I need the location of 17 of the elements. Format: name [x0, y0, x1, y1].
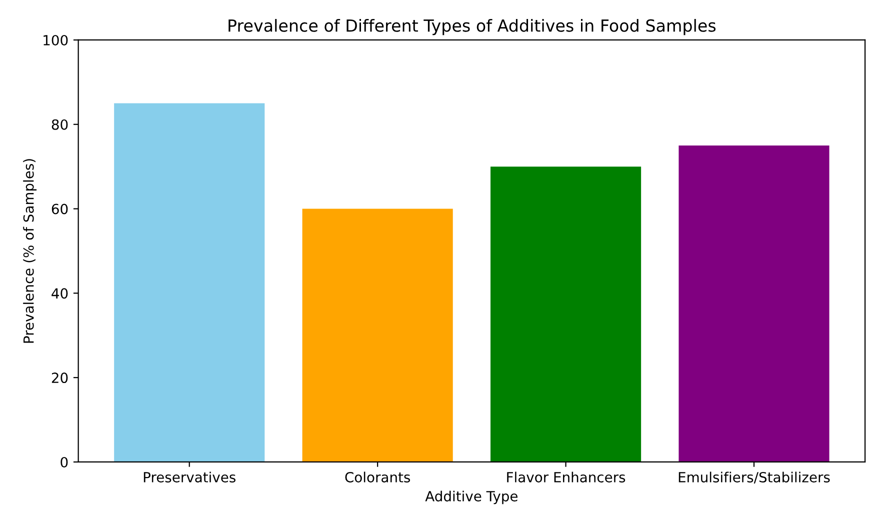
bar — [114, 103, 265, 462]
x-axis-title: Additive Type — [425, 490, 518, 504]
x-tick-label: Colorants — [345, 472, 410, 482]
y-tick-label: 60 — [52, 204, 68, 214]
bar — [302, 208, 453, 462]
bar — [678, 145, 830, 462]
y-tick-label: 80 — [52, 119, 68, 130]
chart-title: Prevalence of Different Types of Additives in Food Samples — [228, 18, 716, 36]
y-tick-label: 0 — [60, 456, 68, 468]
y-tick-label: 20 — [52, 372, 68, 384]
x-tick-label: Preservatives — [144, 472, 236, 482]
bar — [490, 166, 642, 462]
y-tick-label: 100 — [44, 34, 68, 46]
x-tick-label: Flavor Enhancers — [507, 472, 626, 482]
x-tick-label: Emulsifiers/Stabilizers — [678, 472, 830, 484]
y-tick-label: 40 — [52, 288, 68, 299]
y-axis-title: Prevalence (% of Samples) — [23, 159, 37, 343]
